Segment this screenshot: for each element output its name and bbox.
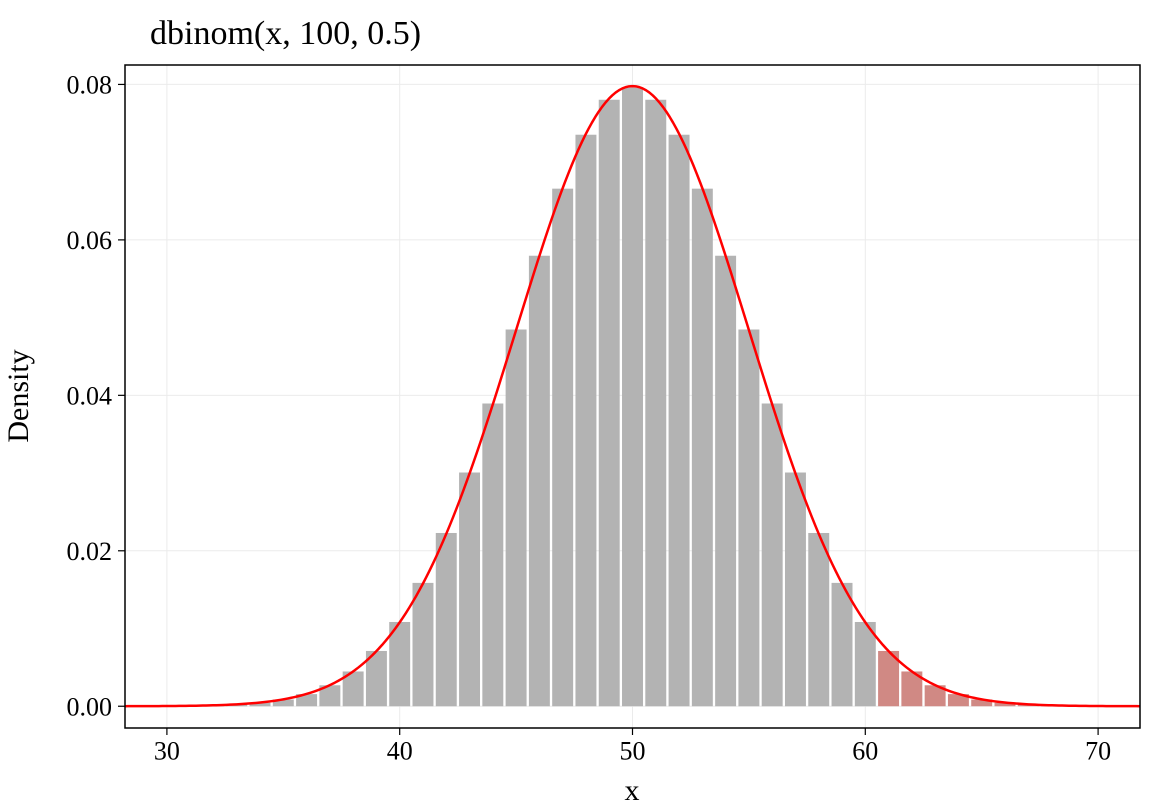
bar bbox=[738, 330, 759, 707]
bar bbox=[692, 189, 713, 707]
bar bbox=[459, 473, 480, 707]
bar bbox=[669, 135, 690, 707]
bar bbox=[622, 88, 643, 707]
bar bbox=[599, 100, 620, 706]
y-tick-label: 0.02 bbox=[67, 537, 113, 566]
bar bbox=[715, 256, 736, 706]
bar bbox=[808, 533, 829, 706]
bar bbox=[413, 583, 434, 706]
bar bbox=[832, 583, 853, 706]
bar bbox=[645, 100, 666, 706]
bar bbox=[762, 403, 783, 706]
y-tick-label: 0.06 bbox=[67, 226, 113, 255]
chart-svg: 30 40 50 60 70 0.00 0.02 0.04 0.06 0.08 dbinom(x, … bbox=[0, 0, 1152, 806]
bar bbox=[575, 135, 596, 707]
x-tick-label: 50 bbox=[620, 737, 646, 766]
y-tick-label: 0.08 bbox=[67, 71, 113, 100]
bar bbox=[785, 473, 806, 707]
bar bbox=[436, 533, 457, 706]
x-tick-label: 30 bbox=[154, 737, 180, 766]
y-axis-label: Density bbox=[2, 349, 35, 442]
chart-title: dbinom(x, 100, 0.5) bbox=[150, 15, 421, 52]
bar bbox=[506, 330, 527, 707]
x-tick-label: 40 bbox=[387, 737, 413, 766]
bar bbox=[855, 622, 876, 706]
x-tick-label: 60 bbox=[852, 737, 878, 766]
chart-container: 30 40 50 60 70 0.00 0.02 0.04 0.06 0.08 dbinom(x, … bbox=[0, 0, 1152, 806]
bar bbox=[389, 622, 410, 706]
bar bbox=[552, 189, 573, 707]
y-tick-label: 0.04 bbox=[67, 381, 113, 410]
x-axis-label: x bbox=[625, 774, 640, 806]
y-tick-label: 0.00 bbox=[67, 692, 113, 721]
bar bbox=[482, 403, 503, 706]
x-tick-label: 70 bbox=[1085, 737, 1111, 766]
bar bbox=[529, 256, 550, 706]
